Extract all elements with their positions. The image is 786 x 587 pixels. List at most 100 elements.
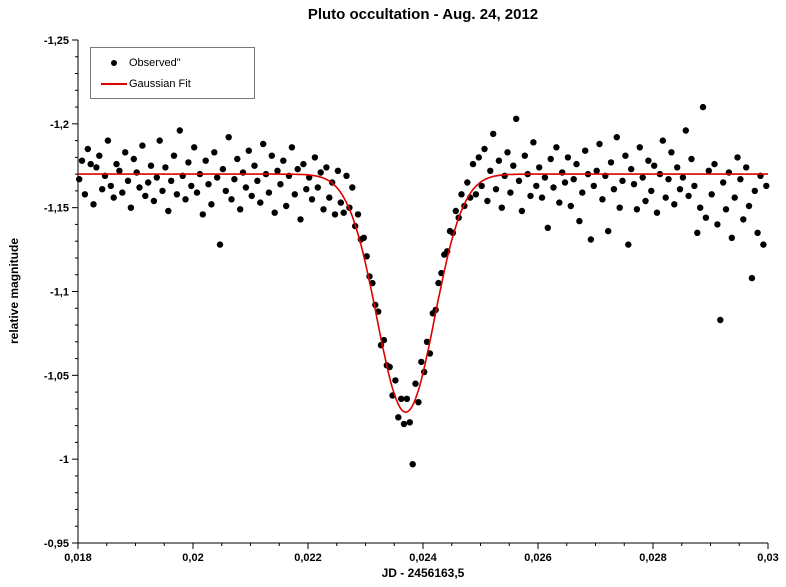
data-point bbox=[651, 162, 658, 169]
data-point bbox=[596, 140, 603, 148]
data-point bbox=[165, 207, 172, 215]
data-point bbox=[527, 192, 534, 200]
data-point bbox=[303, 186, 310, 193]
data-point bbox=[93, 164, 100, 171]
y-tick-label: -1,25 bbox=[44, 35, 69, 47]
data-point bbox=[645, 157, 652, 164]
data-point bbox=[398, 395, 405, 402]
data-point bbox=[547, 155, 554, 163]
data-point bbox=[504, 149, 511, 156]
data-point bbox=[435, 279, 442, 287]
data-point bbox=[639, 174, 646, 181]
data-point bbox=[185, 159, 192, 166]
data-point bbox=[300, 160, 307, 168]
data-point bbox=[130, 155, 137, 163]
data-point bbox=[567, 202, 574, 210]
data-point bbox=[254, 177, 261, 184]
data-point bbox=[116, 167, 123, 174]
data-point bbox=[159, 187, 166, 195]
y-tick-label: -1,15 bbox=[44, 203, 69, 215]
data-point bbox=[541, 174, 549, 181]
data-point bbox=[564, 154, 572, 161]
dot-marker-icon bbox=[99, 59, 129, 66]
data-point bbox=[697, 204, 704, 211]
data-point bbox=[349, 184, 356, 191]
data-point bbox=[633, 206, 641, 213]
data-point bbox=[173, 191, 181, 198]
data-point bbox=[717, 316, 724, 324]
data-point bbox=[87, 160, 94, 168]
data-point bbox=[78, 157, 86, 164]
data-point bbox=[668, 149, 675, 156]
data-point bbox=[147, 162, 155, 169]
data-point bbox=[139, 142, 146, 149]
data-point bbox=[737, 176, 744, 183]
data-point bbox=[288, 144, 296, 151]
data-point bbox=[699, 103, 707, 111]
data-point bbox=[490, 130, 497, 138]
x-tick-label: 0,024 bbox=[409, 552, 437, 564]
data-point bbox=[354, 211, 362, 218]
data-point bbox=[702, 214, 710, 221]
data-point bbox=[415, 399, 422, 406]
data-point bbox=[481, 145, 488, 153]
data-point bbox=[283, 202, 290, 210]
data-point bbox=[331, 211, 339, 218]
data-point bbox=[234, 155, 241, 163]
data-point bbox=[104, 137, 112, 144]
data-point bbox=[694, 229, 701, 236]
data-point bbox=[363, 253, 370, 260]
data-point bbox=[613, 134, 620, 141]
data-point bbox=[628, 165, 635, 173]
data-point bbox=[222, 187, 229, 195]
data-point bbox=[561, 179, 569, 186]
data-point bbox=[587, 236, 595, 243]
data-point bbox=[745, 202, 753, 210]
data-point bbox=[625, 241, 632, 248]
data-point bbox=[260, 140, 267, 148]
data-point bbox=[251, 162, 258, 169]
data-point bbox=[521, 152, 528, 159]
data-point bbox=[544, 224, 551, 231]
data-point bbox=[607, 159, 615, 166]
data-point bbox=[636, 144, 643, 151]
data-point bbox=[679, 174, 687, 181]
y-tick-label: -1,1 bbox=[50, 287, 69, 299]
data-point bbox=[475, 154, 482, 161]
data-point bbox=[107, 182, 115, 190]
data-point bbox=[113, 160, 120, 168]
data-point bbox=[199, 211, 206, 218]
data-point bbox=[211, 149, 218, 156]
data-point bbox=[659, 137, 666, 144]
data-point bbox=[464, 179, 471, 186]
data-point bbox=[231, 176, 238, 183]
data-point bbox=[705, 167, 712, 174]
data-point bbox=[150, 197, 158, 205]
data-point bbox=[188, 182, 195, 190]
data-point bbox=[495, 157, 503, 164]
data-point bbox=[469, 160, 477, 168]
data-point bbox=[337, 199, 344, 206]
data-point bbox=[720, 179, 727, 186]
data-point bbox=[662, 194, 669, 201]
data-point bbox=[484, 197, 491, 205]
data-point bbox=[682, 127, 689, 134]
data-point bbox=[202, 157, 209, 164]
data-point bbox=[119, 189, 126, 196]
data-point bbox=[406, 419, 413, 426]
data-point bbox=[392, 377, 399, 384]
data-point bbox=[326, 194, 333, 201]
data-point bbox=[743, 164, 750, 171]
data-point bbox=[515, 177, 523, 184]
data-point bbox=[176, 127, 183, 134]
data-point bbox=[81, 191, 89, 198]
data-point bbox=[242, 184, 250, 191]
axes: 0,018 0,02 0,022 0,024 0,026 0,028 0,03 -1,25 -1… bbox=[44, 35, 779, 564]
data-point bbox=[99, 186, 106, 193]
data-point bbox=[219, 165, 227, 173]
data-point bbox=[168, 177, 175, 184]
y-tick-label: -0,95 bbox=[44, 538, 69, 550]
data-point bbox=[518, 207, 526, 215]
data-point bbox=[751, 187, 758, 195]
